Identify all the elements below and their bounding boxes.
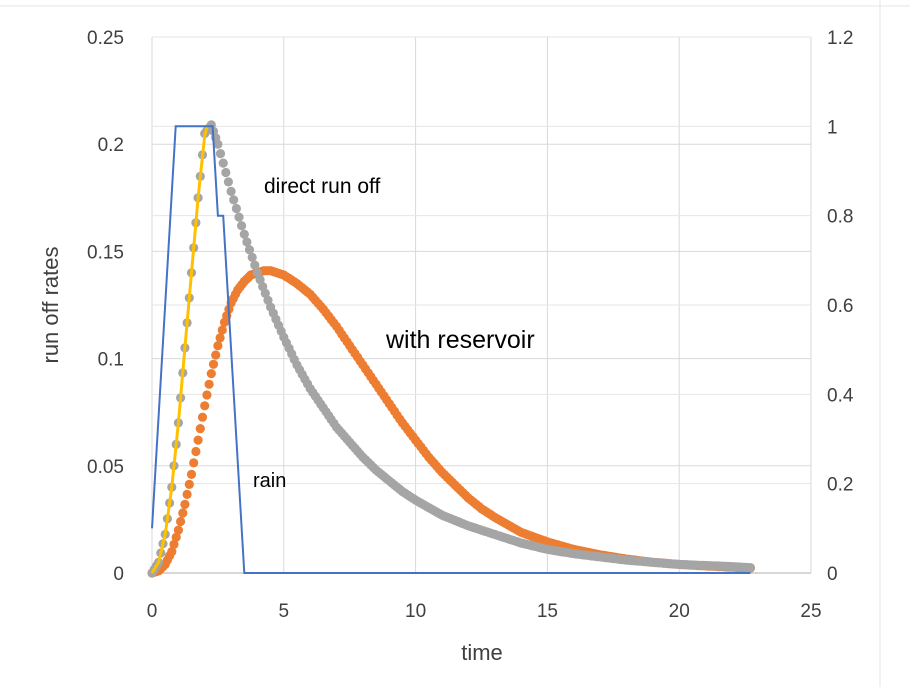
y2-tick-label: 0 — [827, 564, 838, 585]
data-point-with-reservoir — [197, 412, 208, 422]
y2-tick-label: 0.6 — [827, 296, 853, 317]
data-point-direct-run-off — [237, 221, 247, 231]
data-point-direct-run-off — [247, 252, 257, 262]
data-point-direct-run-off — [252, 268, 262, 278]
data-point-with-reservoir — [171, 532, 181, 542]
data-point-direct-run-off — [242, 237, 252, 247]
data-point-with-reservoir — [217, 325, 227, 335]
y-tick-label: 0.2 — [98, 135, 124, 156]
data-point-with-reservoir — [211, 350, 221, 360]
y-tick-label: 0.1 — [98, 350, 124, 371]
data-point-with-reservoir — [182, 489, 192, 499]
series-with-reservoir — [147, 266, 756, 578]
series-rain — [151, 125, 751, 574]
data-point-direct-run-off — [223, 177, 233, 187]
data-point-with-reservoir — [195, 424, 205, 434]
y2-tick-label: 1.2 — [827, 28, 853, 49]
data-point-with-reservoir — [186, 469, 197, 479]
data-point-with-reservoir — [191, 446, 201, 457]
data-point-direct-run-off — [255, 275, 265, 285]
series-line-direct-rising — [150, 124, 209, 574]
y-axis-title: run off rates — [38, 247, 63, 364]
data-point-direct-run-off — [244, 245, 255, 255]
y2-tick-labels: 0 0.2 0.4 0.6 0.8 1 1.2 — [827, 28, 854, 585]
data-point-direct-run-off — [218, 158, 228, 168]
data-point-with-reservoir — [180, 499, 190, 509]
data-point-with-reservoir — [213, 341, 223, 351]
data-point-with-reservoir — [200, 401, 210, 411]
data-point-direct-run-off — [239, 229, 249, 239]
data-point-direct-run-off — [221, 167, 231, 178]
y2-tick-label: 0.8 — [827, 207, 853, 228]
data-point-with-reservoir — [202, 390, 212, 400]
series-direct-run-off — [147, 120, 756, 578]
x-tick-label: 15 — [537, 601, 558, 622]
data-point-with-reservoir — [178, 508, 188, 518]
x-tick-label: 0 — [147, 601, 158, 622]
data-point-direct-run-off — [260, 288, 270, 298]
x-tick-label: 5 — [279, 601, 290, 622]
data-point-direct-run-off — [234, 212, 244, 222]
data-point-direct-run-off — [231, 203, 241, 214]
data-point-with-reservoir — [208, 359, 219, 369]
x-axis-title: time — [461, 640, 503, 665]
y-tick-label: 0.25 — [87, 28, 124, 49]
data-point-direct-run-off — [226, 186, 236, 196]
annotation-rain: rain — [253, 470, 286, 492]
data-point-direct-run-off — [229, 195, 239, 205]
y-tick-label: 0.05 — [87, 457, 124, 478]
series-direct-rising — [150, 124, 209, 574]
data-point-direct-run-off — [215, 149, 226, 159]
data-point-direct-run-off — [213, 139, 223, 149]
x-tick-labels: 0 5 10 15 20 25 — [147, 601, 822, 622]
series-layer — [147, 120, 756, 578]
data-point-direct-run-off — [745, 563, 756, 573]
data-point-with-reservoir — [176, 516, 186, 527]
y2-tick-label: 0.4 — [827, 385, 854, 406]
series-line-rain — [151, 125, 751, 574]
data-point-with-reservoir — [189, 458, 199, 468]
gridlines — [151, 36, 812, 574]
x-tick-label: 20 — [669, 601, 690, 622]
data-point-with-reservoir — [169, 539, 179, 550]
y-tick-label: 0 — [113, 564, 124, 585]
y-tick-labels: 0 0.05 0.1 0.15 0.2 0.25 — [87, 28, 124, 585]
data-point-with-reservoir — [206, 369, 216, 379]
data-point-with-reservoir — [184, 479, 194, 489]
data-point-with-reservoir — [173, 525, 183, 535]
y2-tick-label: 1 — [827, 117, 838, 138]
data-point-with-reservoir — [193, 435, 203, 445]
annotation-direct-run-off: direct run off — [264, 175, 381, 198]
annotation-with-reservoir: with reservoir — [385, 326, 535, 354]
data-point-with-reservoir — [215, 333, 225, 343]
y2-tick-label: 0.2 — [827, 475, 853, 496]
data-point-with-reservoir — [204, 379, 214, 389]
x-tick-label: 25 — [800, 601, 821, 622]
y-tick-label: 0.15 — [87, 242, 124, 263]
data-point-direct-run-off — [250, 260, 260, 270]
data-point-with-reservoir — [167, 547, 177, 557]
x-tick-label: 10 — [405, 601, 426, 622]
